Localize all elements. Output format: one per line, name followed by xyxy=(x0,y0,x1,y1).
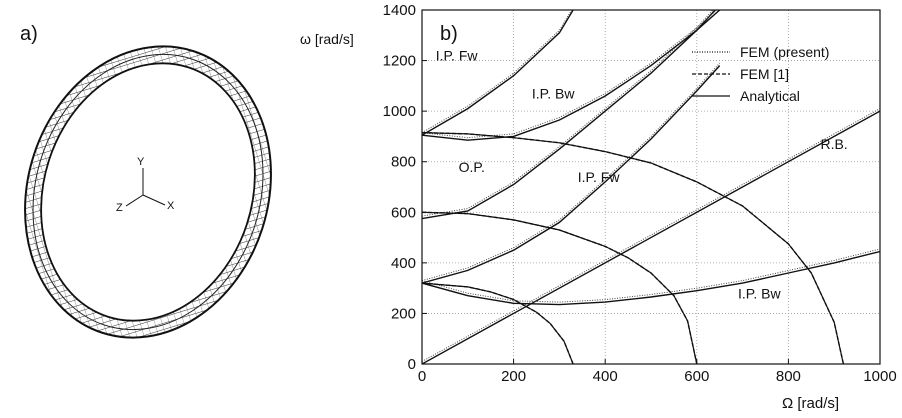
panel-a: a) Y X Z xyxy=(20,23,272,339)
curve-annotation: I.P. Fw xyxy=(578,169,621,185)
fem-present-curve xyxy=(422,108,880,362)
analytical-curve xyxy=(422,65,721,284)
fem-present-curve xyxy=(422,10,718,217)
ring-mid-edge xyxy=(32,53,264,331)
ring-mesh xyxy=(24,45,272,339)
fem-present-curve xyxy=(422,248,880,303)
y-tick-label: 0 xyxy=(408,356,416,373)
analytical-curve xyxy=(422,211,698,364)
analytical-curve xyxy=(422,110,880,364)
fem-present-curve xyxy=(422,62,721,282)
chart-legend: FEM (present) FEM [1] Analytical xyxy=(692,44,829,104)
analytical-curve xyxy=(422,132,844,364)
legend-entry: FEM (present) xyxy=(740,44,829,60)
legend-entry: FEM [1] xyxy=(740,66,789,82)
x-tick-label: 200 xyxy=(501,368,526,385)
ring-outer-edge xyxy=(24,45,272,339)
y-tick-label: 1400 xyxy=(383,2,416,19)
chart-grid xyxy=(422,10,880,364)
curve-annotation: O.P. xyxy=(459,159,485,175)
x-tick-label: 600 xyxy=(684,368,709,385)
y-tick-label: 1200 xyxy=(383,53,416,70)
panel-a-label: a) xyxy=(20,23,38,45)
axis-triad xyxy=(125,168,166,207)
triad-x-label: X xyxy=(167,200,175,212)
legend-entry: Analytical xyxy=(740,88,800,104)
analytical-curve xyxy=(422,10,574,136)
y-tick-label: 400 xyxy=(391,255,416,272)
analytical-curve xyxy=(422,10,721,220)
curve-annotation: I.P. Fw xyxy=(436,48,479,64)
y-tick-label: 600 xyxy=(391,204,416,221)
x-tick-label: 800 xyxy=(776,368,801,385)
chart-curves xyxy=(422,10,880,364)
curve-annotation: I.P. Bw xyxy=(738,285,781,301)
x-axis-label: Ω [rad/s] xyxy=(782,395,839,412)
y-axis-label: ω [rad/s] xyxy=(300,31,354,47)
chart-ticks: 0 200 400 600 800 1000 0 200 400 600 800 1000 1200 14… xyxy=(383,2,897,385)
plot-frame xyxy=(421,9,881,365)
y-tick-label: 200 xyxy=(391,305,416,322)
triad-z-axis xyxy=(125,194,144,207)
panel-b-label: b) xyxy=(440,23,458,45)
analytical-curve xyxy=(422,250,880,306)
curves-clip xyxy=(422,10,880,364)
panel-b-chart: 0 200 400 600 800 1000 0 200 400 600 800 1000 1200 14… xyxy=(300,2,897,412)
y-tick-label: 800 xyxy=(391,154,416,171)
triad-z-label: Z xyxy=(116,202,123,214)
analytical-curve xyxy=(422,10,716,141)
fem-present-curve xyxy=(422,10,573,134)
ring-inner-edge xyxy=(40,62,256,322)
triad-x-axis xyxy=(142,194,166,206)
triad-y-label: Y xyxy=(137,156,145,168)
analytical-curve xyxy=(422,282,574,364)
y-tick-label: 1000 xyxy=(383,103,416,120)
curve-annotation: I.P. Bw xyxy=(532,86,575,102)
x-tick-label: 0 xyxy=(418,368,426,385)
curve-annotation: R.B. xyxy=(820,136,847,152)
chart-annotations: I.P. Fw I.P. Bw O.P. I.P. Fw R.B. I.P. Bw xyxy=(436,48,848,302)
fem-present-curve xyxy=(422,10,714,139)
x-tick-label: 1000 xyxy=(863,368,896,385)
x-tick-label: 400 xyxy=(593,368,618,385)
